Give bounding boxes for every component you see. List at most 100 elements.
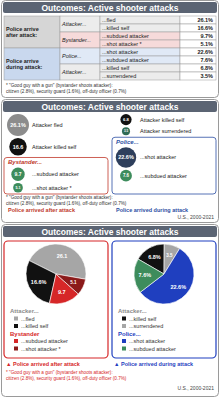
row-label: ...surrendered (102, 73, 136, 79)
slice-label: ...killed self (129, 316, 157, 322)
value-cell (180, 64, 216, 72)
row-cell (100, 40, 180, 48)
bubble (13, 183, 23, 193)
source: U.S., 2000-2021 (178, 214, 215, 220)
value-cell (180, 40, 216, 48)
bubble-label: ...subdued attacker (140, 173, 187, 179)
bubble-label: ...shot attacker (140, 154, 176, 160)
value-cell (180, 72, 216, 80)
bubble-label: Attacker fled (32, 122, 63, 128)
row-label: ...killed self (102, 25, 130, 31)
bubble (11, 167, 24, 180)
infographic: Outcomes: Active shooter attacks Police a… (0, 0, 220, 398)
data-label: 6.8% (148, 254, 161, 260)
subgroup-cell (60, 16, 100, 32)
row-cell (100, 48, 180, 56)
data-label: 3.5 (124, 129, 129, 133)
row-value: 7.6% (200, 57, 213, 63)
value-cell (180, 56, 216, 64)
title-bar (3, 2, 217, 13)
legend-swatch (14, 347, 18, 351)
value-cell (180, 24, 216, 32)
row-value: 22.6% (197, 49, 213, 55)
panel-title: Outcomes: Active shooter attacks (41, 102, 178, 112)
footnote: * "Good guy with a gun" (bystander shoot… (6, 195, 113, 200)
group-box (112, 241, 216, 358)
bubble-label: ...shot attacker * (32, 185, 73, 191)
section-heading: Attacker... (118, 308, 147, 314)
bubble (116, 147, 136, 167)
bubble (122, 127, 130, 135)
legend-swatch (14, 324, 18, 328)
row-cell (100, 64, 180, 72)
legend-swatch (14, 339, 18, 343)
bubble (120, 114, 131, 125)
subgroup-cell (60, 48, 100, 64)
legend-swatch (14, 317, 18, 321)
subgroup-label: Attacker... (61, 69, 87, 75)
data-label: 22.6% (118, 154, 134, 160)
row-value: 5.1% (200, 41, 213, 47)
group-caption: Police arrived after attack (8, 207, 76, 213)
data-label: 6.8 (123, 117, 129, 122)
bubble-label: Attacker killed self (140, 117, 185, 123)
row-label: ...shot attacker (102, 49, 138, 55)
slice-label: ...subdued attacker (21, 338, 68, 344)
row-label: ...subdued attacker (102, 33, 149, 39)
bubble-label: Attacker killed self (32, 144, 77, 150)
data-label: 9.7 (58, 289, 66, 295)
data-label: 22.6% (170, 284, 186, 290)
group-cell (4, 48, 60, 80)
row-label: ...killed self (102, 65, 130, 71)
row-value: 3.5% (200, 73, 213, 79)
group-caption: ▲ Police arrived during attack (114, 361, 194, 367)
legend-swatch (122, 324, 126, 328)
slice-label: ...fled (21, 316, 34, 322)
legend-swatch (122, 347, 126, 351)
value-cell (180, 48, 216, 56)
section-heading: Attacker... (10, 308, 39, 314)
bubble-label: ...subdued attacker (32, 171, 79, 177)
data-label: 7.6 (123, 173, 130, 178)
section-box (112, 137, 216, 194)
row-cell (100, 72, 180, 80)
source: U.S., 2000-2021 (178, 385, 215, 391)
data-label: 16.6 (13, 144, 24, 150)
row-cell (100, 24, 180, 32)
bubble-label: Attacker surrendered (140, 128, 191, 134)
section-heading: Police... (116, 139, 139, 145)
slice-label: ...killed self (21, 323, 49, 329)
row-value: 26.1% (197, 17, 213, 23)
row-value: 6.8% (200, 65, 213, 71)
section-heading: Police... (118, 331, 141, 337)
group-cell (4, 16, 60, 48)
label-line: during attack: (6, 64, 43, 70)
row-cell (100, 16, 180, 24)
data-label: 26.1 (57, 253, 68, 259)
bubble (120, 170, 132, 182)
title-bar (3, 226, 217, 237)
panel-title: Outcomes: Active shooter attacks (41, 227, 178, 237)
row-label: ...shot attacker * (102, 41, 143, 47)
group-caption: ▲ Police arrived after attack (6, 361, 81, 367)
title-bar (3, 101, 217, 112)
slice-label: ...shot attacker * (21, 346, 62, 352)
row-value: 16.6% (197, 25, 213, 31)
panel-frame (2, 100, 219, 223)
row-cell (100, 32, 180, 40)
slice-label: ...subdued attacker (129, 346, 176, 352)
section-box (4, 157, 108, 194)
data-label: 9.7 (15, 171, 22, 177)
value-cell (180, 32, 216, 40)
data-label: 3.5 (166, 253, 173, 258)
legend-swatch (122, 317, 126, 321)
footnote: * "Good guy with a gun" (bystander shoot… (6, 83, 113, 88)
bubble (9, 138, 27, 156)
footnote: citizen (2.8%), security guard (1.6%), o… (6, 89, 127, 94)
row-cell (100, 56, 180, 64)
bubble (7, 114, 29, 136)
panel-title: Outcomes: Active shooter attacks (41, 3, 178, 13)
label-line: after attack: (6, 32, 37, 38)
slice-label: ...surrendered (129, 323, 163, 329)
subgroup-cell (60, 64, 100, 80)
